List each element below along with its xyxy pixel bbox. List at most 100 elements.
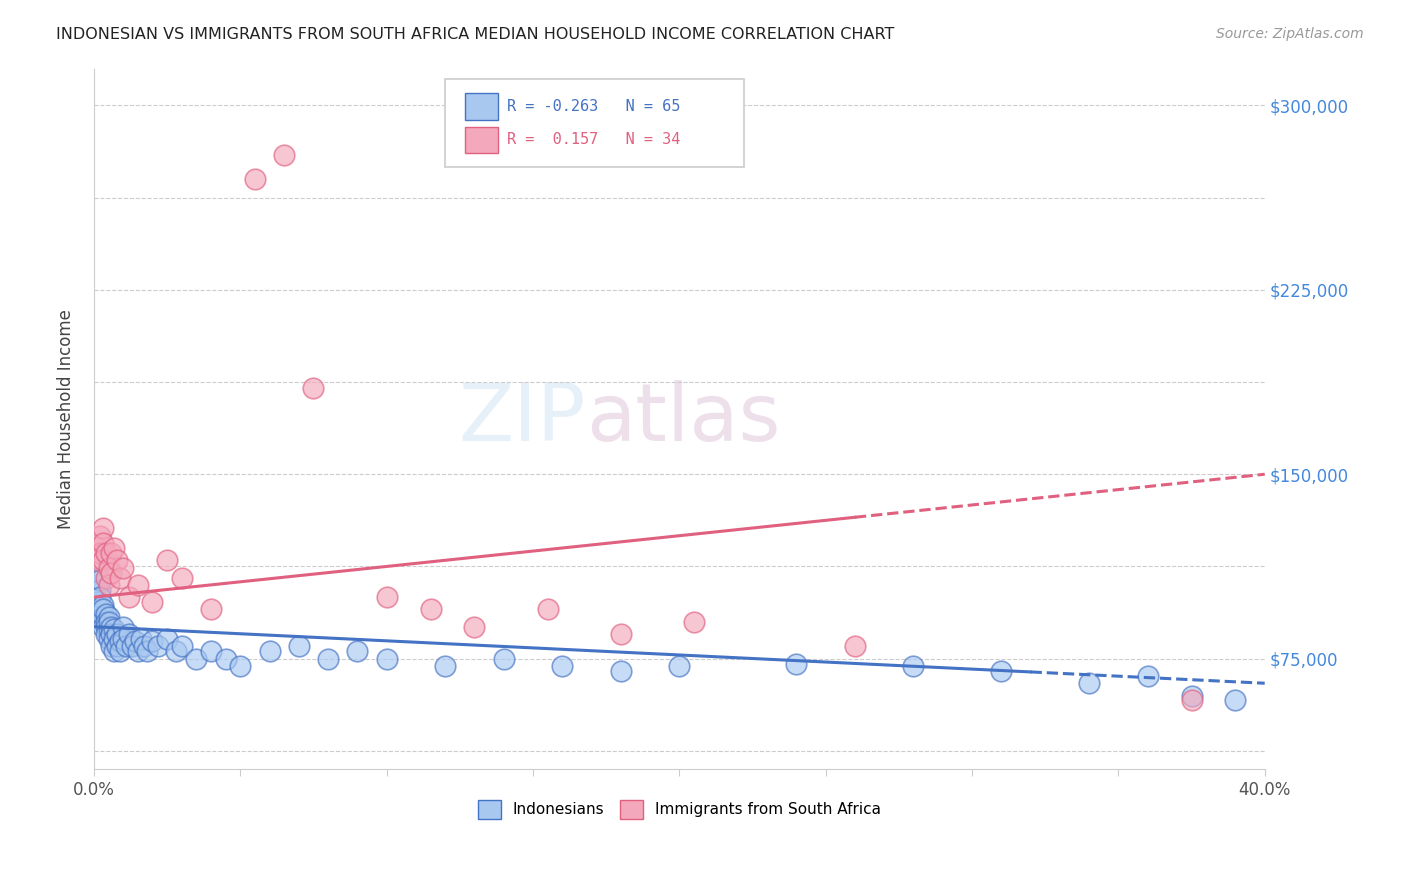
Point xyxy=(165,644,187,658)
Text: INDONESIAN VS IMMIGRANTS FROM SOUTH AFRICA MEDIAN HOUSEHOLD INCOME CORRELATION C: INDONESIAN VS IMMIGRANTS FROM SOUTH AFRI… xyxy=(56,27,894,42)
Point xyxy=(186,651,208,665)
Point xyxy=(683,615,706,629)
Point xyxy=(903,659,925,673)
Point xyxy=(94,620,117,634)
Point xyxy=(110,644,132,658)
Point xyxy=(91,598,114,612)
Point xyxy=(89,582,111,597)
Point xyxy=(105,627,128,641)
Point xyxy=(91,620,114,634)
Point xyxy=(610,627,633,641)
Point xyxy=(156,553,179,567)
Point xyxy=(170,640,193,654)
Point xyxy=(229,659,252,673)
Point xyxy=(105,640,128,654)
Point xyxy=(127,644,149,658)
Point xyxy=(89,546,111,560)
Point xyxy=(419,602,441,616)
Point xyxy=(112,632,135,646)
Point xyxy=(551,659,574,673)
Point xyxy=(375,651,398,665)
Point xyxy=(97,622,120,636)
Point xyxy=(118,627,141,641)
Y-axis label: Median Household Income: Median Household Income xyxy=(58,309,75,529)
Point xyxy=(110,570,132,584)
Point xyxy=(100,627,122,641)
Point xyxy=(1180,693,1202,707)
Point xyxy=(170,570,193,584)
Point xyxy=(86,570,108,584)
Point xyxy=(105,553,128,567)
Point xyxy=(127,578,149,592)
Text: R =  0.157   N = 34: R = 0.157 N = 34 xyxy=(508,133,681,147)
Point xyxy=(91,536,114,550)
Point xyxy=(94,607,117,622)
Point xyxy=(86,541,108,555)
Point xyxy=(463,620,485,634)
Point xyxy=(273,147,295,161)
Point xyxy=(112,560,135,574)
Point xyxy=(115,640,138,654)
Point xyxy=(492,651,515,665)
Legend: Indonesians, Immigrants from South Africa: Indonesians, Immigrants from South Afric… xyxy=(471,794,887,825)
Point xyxy=(103,644,125,658)
Point xyxy=(89,590,111,604)
Point xyxy=(94,570,117,584)
Point xyxy=(86,595,108,609)
Point xyxy=(316,651,339,665)
Point xyxy=(243,172,266,186)
Point xyxy=(785,657,807,671)
Point xyxy=(86,553,108,567)
Point xyxy=(375,590,398,604)
Point xyxy=(141,634,163,648)
Point xyxy=(434,659,457,673)
Text: R = -0.263   N = 65: R = -0.263 N = 65 xyxy=(508,99,681,114)
Point xyxy=(97,615,120,629)
Point xyxy=(990,664,1012,678)
Point xyxy=(89,529,111,543)
Point xyxy=(97,632,120,646)
Point xyxy=(132,640,155,654)
Point xyxy=(288,640,311,654)
FancyBboxPatch shape xyxy=(465,127,498,153)
Point xyxy=(135,644,157,658)
Point xyxy=(118,590,141,604)
Point xyxy=(103,541,125,555)
Point xyxy=(97,610,120,624)
Point xyxy=(1225,693,1247,707)
Point xyxy=(100,640,122,654)
Point xyxy=(124,634,146,648)
Point xyxy=(129,632,152,646)
Point xyxy=(536,602,558,616)
Point xyxy=(156,632,179,646)
Point xyxy=(94,546,117,560)
Point xyxy=(100,546,122,560)
Point xyxy=(100,566,122,580)
Point xyxy=(1078,676,1101,690)
Point xyxy=(91,521,114,535)
Point xyxy=(148,640,170,654)
Point xyxy=(346,644,368,658)
Point xyxy=(91,602,114,616)
Point xyxy=(94,615,117,629)
Point xyxy=(100,620,122,634)
Point xyxy=(1180,689,1202,703)
Text: atlas: atlas xyxy=(586,380,780,458)
FancyBboxPatch shape xyxy=(465,93,498,120)
Point xyxy=(121,640,143,654)
FancyBboxPatch shape xyxy=(446,79,744,167)
Text: Source: ZipAtlas.com: Source: ZipAtlas.com xyxy=(1216,27,1364,41)
Point xyxy=(668,659,690,673)
Point xyxy=(97,560,120,574)
Point xyxy=(1136,669,1159,683)
Point xyxy=(112,620,135,634)
Point xyxy=(141,595,163,609)
Point xyxy=(103,622,125,636)
Point xyxy=(200,644,222,658)
Point xyxy=(844,640,866,654)
Text: ZIP: ZIP xyxy=(458,380,586,458)
Point xyxy=(91,610,114,624)
Point xyxy=(259,644,281,658)
Point xyxy=(94,627,117,641)
Point xyxy=(110,634,132,648)
